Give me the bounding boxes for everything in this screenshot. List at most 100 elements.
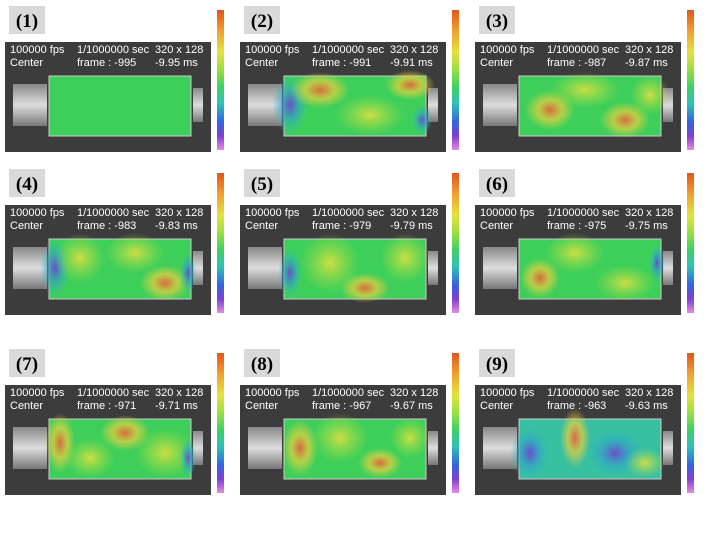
label-box bbox=[244, 6, 280, 34]
label-box bbox=[479, 169, 515, 197]
overlay-text: 1/1000000 sec bbox=[312, 44, 385, 56]
colorbar bbox=[217, 10, 224, 150]
overlay-text: 100000 fps bbox=[10, 44, 65, 56]
strain-region bbox=[545, 233, 605, 273]
label-box bbox=[9, 6, 45, 34]
label-box bbox=[9, 349, 45, 377]
overlay-text: 320 x 128 bbox=[155, 387, 203, 399]
strain-region bbox=[520, 258, 560, 298]
right-grip bbox=[428, 88, 438, 122]
strain-region bbox=[385, 70, 435, 100]
overlay-text: 100000 fps bbox=[245, 44, 300, 56]
left-grip bbox=[13, 84, 47, 126]
right-grip bbox=[428, 431, 438, 465]
overlay-text: 1/1000000 sec bbox=[77, 44, 150, 56]
strain-region bbox=[600, 102, 650, 138]
overlay-text: -9.67 ms bbox=[390, 400, 433, 412]
overlay-text: frame : -983 bbox=[77, 220, 136, 232]
overlay-text: 320 x 128 bbox=[390, 44, 438, 56]
overlay-text: Center bbox=[245, 57, 278, 69]
right-grip bbox=[193, 431, 203, 465]
strain-region bbox=[100, 415, 150, 451]
overlay-text: 100000 fps bbox=[10, 207, 65, 219]
strain-region bbox=[65, 438, 115, 478]
colorbar bbox=[687, 173, 694, 313]
overlay-text: Center bbox=[480, 400, 513, 412]
strain-region bbox=[290, 72, 350, 108]
strain-region bbox=[380, 233, 430, 283]
overlay-text: Center bbox=[480, 57, 513, 69]
colorbar bbox=[452, 10, 459, 150]
overlay-text: Center bbox=[10, 220, 43, 232]
overlay-text: -9.75 ms bbox=[625, 220, 668, 232]
overlay-text: 320 x 128 bbox=[625, 387, 673, 399]
strain-region bbox=[300, 233, 360, 293]
overlay-text: frame : -995 bbox=[77, 57, 136, 69]
strain-region bbox=[412, 105, 432, 135]
overlay-text: -9.91 ms bbox=[390, 57, 433, 69]
panel: (2) 100000 fps 1/1000000 sec 320 x 128 Cente… bbox=[240, 6, 459, 152]
panel-label: (9) bbox=[486, 354, 508, 375]
overlay-text: frame : -971 bbox=[77, 400, 136, 412]
panel: (4) 100000 fps 1/1000000 sec 320 x 128 Cente… bbox=[5, 169, 224, 315]
overlay-text: -9.63 ms bbox=[625, 400, 668, 412]
overlay-text: frame : -975 bbox=[547, 220, 606, 232]
panel-label: (5) bbox=[251, 174, 273, 195]
overlay-text: 100000 fps bbox=[10, 387, 65, 399]
strain-region bbox=[358, 448, 402, 478]
strain-region bbox=[510, 425, 550, 481]
panel: (8) 100000 fps 1/1000000 sec 320 x 128 Cente… bbox=[240, 349, 459, 495]
overlay-text: frame : -967 bbox=[312, 400, 371, 412]
panel-label: (3) bbox=[486, 11, 508, 32]
right-grip bbox=[663, 431, 673, 465]
left-grip bbox=[248, 427, 282, 469]
strain-region bbox=[180, 438, 196, 478]
overlay-text: 320 x 128 bbox=[155, 44, 203, 56]
label-box bbox=[9, 169, 45, 197]
right-grip bbox=[193, 251, 203, 285]
overlay-text: -9.71 ms bbox=[155, 400, 198, 412]
panel: (6) 100000 fps 1/1000000 sec 320 x 128 Cente… bbox=[475, 169, 694, 315]
overlay-text: -9.79 ms bbox=[390, 220, 433, 232]
colorbar bbox=[452, 173, 459, 313]
overlay-text: 320 x 128 bbox=[155, 207, 203, 219]
overlay-text: 1/1000000 sec bbox=[77, 207, 150, 219]
label-box bbox=[244, 169, 280, 197]
strain-region bbox=[335, 95, 405, 135]
strain-region bbox=[135, 428, 195, 478]
overlay-text: 1/1000000 sec bbox=[312, 207, 385, 219]
strain-region bbox=[595, 265, 655, 301]
strain-region bbox=[180, 253, 196, 293]
panel: (7) 100000 fps 1/1000000 sec 320 x 128 Cente… bbox=[5, 349, 224, 495]
strain-region bbox=[312, 413, 368, 463]
right-grip bbox=[193, 88, 203, 122]
left-grip bbox=[13, 427, 47, 469]
left-grip bbox=[483, 247, 517, 289]
panel-label: (7) bbox=[16, 354, 38, 375]
panel: (1) 100000 fps 1/1000000 sec 320 x 128 Cente… bbox=[5, 6, 224, 152]
colorbar bbox=[452, 353, 459, 493]
overlay-text: frame : -987 bbox=[547, 57, 606, 69]
overlay-text: 320 x 128 bbox=[390, 387, 438, 399]
overlay-text: Center bbox=[245, 220, 278, 232]
overlay-text: 100000 fps bbox=[245, 387, 300, 399]
strain-region bbox=[649, 243, 665, 283]
panel: (5) 100000 fps 1/1000000 sec 320 x 128 Cente… bbox=[240, 169, 459, 315]
strain-region bbox=[390, 418, 430, 458]
strain-region bbox=[278, 248, 302, 298]
overlay-text: -9.95 ms bbox=[155, 57, 198, 69]
strain-region bbox=[550, 72, 620, 108]
overlay-text: Center bbox=[245, 400, 278, 412]
panel-label: (4) bbox=[16, 174, 38, 195]
overlay-text: 100000 fps bbox=[480, 207, 535, 219]
label-box bbox=[244, 349, 280, 377]
panel-label: (1) bbox=[16, 11, 38, 32]
colorbar bbox=[217, 173, 224, 313]
overlay-text: -9.83 ms bbox=[155, 220, 198, 232]
colorbar bbox=[217, 353, 224, 493]
overlay-text: -9.87 ms bbox=[625, 57, 668, 69]
specimen bbox=[48, 75, 192, 137]
overlay-text: 100000 fps bbox=[480, 387, 535, 399]
colorbar bbox=[687, 353, 694, 493]
